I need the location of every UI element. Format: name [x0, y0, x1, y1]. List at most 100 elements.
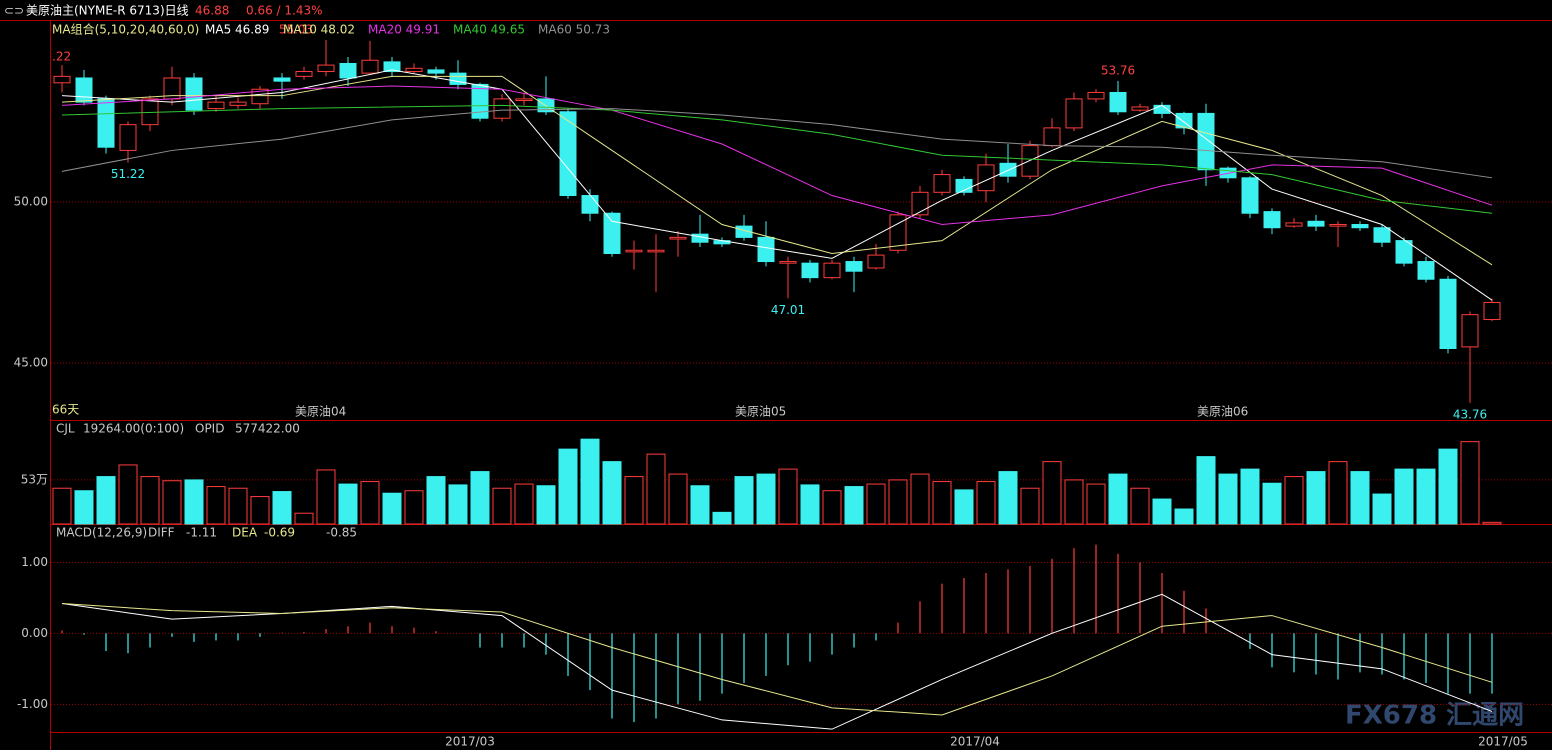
- volume-bar: [1394, 468, 1414, 525]
- candle-body: [647, 249, 665, 253]
- volume-bar: [1042, 461, 1062, 525]
- volume-bar: [1240, 468, 1260, 525]
- price-annotation: 43.76: [1453, 407, 1487, 421]
- candle-body: [559, 111, 577, 197]
- volume-bar: [1152, 498, 1172, 525]
- date-label: 2017/04: [950, 735, 1000, 749]
- price-annotation: 55.03: [279, 22, 313, 36]
- candle-body: [845, 261, 863, 272]
- volume-bar: [360, 481, 380, 525]
- candle-body: [493, 98, 511, 119]
- volume-bar: [162, 480, 182, 525]
- volume-bar: [888, 479, 908, 525]
- price-annotation: 51.22: [111, 167, 145, 181]
- contract-label: 美原油04: [295, 405, 346, 419]
- candle-body: [603, 212, 621, 254]
- candle-body: [889, 214, 907, 251]
- y-tick-label: 53万: [21, 472, 48, 486]
- candle-body: [1175, 112, 1193, 129]
- volume-bar: [228, 487, 248, 525]
- candle-body: [317, 64, 335, 73]
- y-tick-label: 50.00: [14, 194, 48, 208]
- macd-label: DEA: [232, 526, 258, 540]
- volume-bar: [580, 438, 600, 525]
- volume-bar: [1350, 471, 1370, 525]
- price-annotation: 53.76: [1101, 63, 1135, 77]
- legend-entry: MA40 49.65: [453, 23, 525, 37]
- candle-body: [1241, 177, 1259, 214]
- date-label: 2017/05: [1478, 735, 1528, 749]
- volume-bar: [800, 484, 820, 525]
- y-tick-label: 0.00: [21, 626, 48, 640]
- candle-body: [1461, 314, 1479, 348]
- volume-bar: [1086, 483, 1106, 525]
- contract-label: 美原油05: [735, 405, 786, 419]
- volume-bar: [514, 483, 534, 525]
- candle-body: [933, 174, 951, 193]
- volume-bar: [976, 481, 996, 525]
- volume-bar: [1482, 521, 1502, 525]
- legend-title: MA组合(5,10,20,40,60,0): [52, 22, 199, 37]
- volume-bar: [558, 448, 578, 525]
- volume-bar: [250, 496, 270, 525]
- candle-body: [251, 88, 269, 105]
- candle-body: [229, 101, 247, 106]
- contract-label: 美原油06: [1197, 405, 1248, 419]
- candle-body: [185, 77, 203, 111]
- candle-body: [1197, 112, 1215, 171]
- volume-bar: [140, 476, 160, 525]
- y-tick-label: -1.00: [17, 697, 48, 711]
- candle-body: [801, 262, 819, 279]
- candle-body: [757, 236, 775, 263]
- candle-body: [339, 62, 357, 79]
- candle-body: [581, 195, 599, 214]
- candle-body: [977, 164, 995, 192]
- candle-body: [515, 98, 533, 102]
- candle-body: [273, 77, 291, 82]
- volume-bar: [338, 483, 358, 525]
- title: 美原油主(NYME-R 6713)日线: [26, 4, 189, 18]
- candle-body: [1417, 261, 1435, 280]
- volume-bar: [492, 487, 512, 525]
- candle-body: [1065, 98, 1083, 129]
- volume-bar: [910, 473, 930, 525]
- volume-bar: [602, 461, 622, 525]
- volume-bar: [954, 489, 974, 525]
- volume-bar: [712, 511, 732, 525]
- candle-body: [361, 59, 379, 74]
- candle-body: [823, 262, 841, 279]
- volume-bar: [624, 476, 644, 525]
- volume-bar: [1328, 461, 1348, 525]
- candle-body: [97, 98, 115, 148]
- volume-label: 577422.00: [235, 422, 300, 436]
- candle-body: [1329, 224, 1347, 227]
- volume-bar: [646, 453, 666, 525]
- candle-body: [207, 101, 225, 110]
- candle-body: [1395, 240, 1413, 264]
- volume-bar: [316, 469, 336, 525]
- frame: [0, 20, 1552, 750]
- volume-bar: [448, 484, 468, 525]
- candle-body: [999, 162, 1017, 177]
- indicator-line: [61, 75, 1493, 266]
- back-icon[interactable]: ⊂⊃: [4, 4, 24, 18]
- price-annotation: 47.01: [771, 303, 805, 317]
- candle-body: [1439, 278, 1457, 350]
- volume-bar: [382, 492, 402, 525]
- candle-body: [1483, 301, 1501, 321]
- indicator-line: [61, 69, 1493, 301]
- volume-bar: [1262, 482, 1282, 525]
- candle-body: [427, 69, 445, 74]
- candle-body: [53, 75, 71, 84]
- indicator-line: [61, 593, 1493, 730]
- candle-body: [1373, 227, 1391, 243]
- candle-body: [75, 77, 93, 103]
- candle-body: [1285, 222, 1303, 227]
- volume-bar: [74, 490, 94, 525]
- y-tick-label: 45.00: [14, 355, 48, 369]
- volume-bar: [778, 468, 798, 525]
- legend-entry: MA10 48.02: [283, 23, 355, 37]
- volume-bar: [668, 473, 688, 525]
- candle-body: [779, 261, 797, 264]
